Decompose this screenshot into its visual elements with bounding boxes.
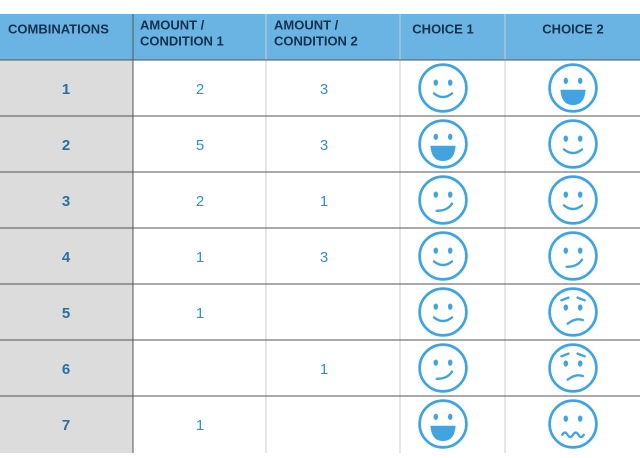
combination-number: 5 <box>62 305 70 322</box>
face-smirk <box>418 175 468 225</box>
column-lines <box>265 14 506 453</box>
face-grin <box>418 119 468 169</box>
combination-number: 6 <box>62 361 70 378</box>
face-smirk <box>418 343 468 393</box>
header-cell: COMBINATIONS <box>8 21 109 36</box>
amount-cell: 5 <box>196 137 204 154</box>
header-cell: CONDITION 2 <box>274 33 358 48</box>
amount-cell: 1 <box>320 361 328 378</box>
combination-number: 2 <box>62 137 70 154</box>
face-smile <box>418 231 468 281</box>
amount-cell: 1 <box>196 305 204 322</box>
face-smile <box>548 175 598 225</box>
amount-cell: 2 <box>196 81 204 98</box>
faces <box>418 63 598 449</box>
amount-cell: 3 <box>320 249 328 266</box>
amount-cell: 1 <box>320 193 328 210</box>
amount-cell: 3 <box>320 137 328 154</box>
header-cell: CONDITION 1 <box>140 33 224 48</box>
amount-cell: 1 <box>196 417 204 434</box>
face-smile <box>418 287 468 337</box>
face-smile <box>548 119 598 169</box>
amount-cell: 1 <box>196 249 204 266</box>
header-cell: CHOICE 1 <box>412 21 473 36</box>
face-confused <box>548 343 598 393</box>
header-cell: CHOICE 2 <box>542 21 603 36</box>
header-cell: AMOUNT / <box>140 17 205 32</box>
face-wavy <box>548 399 598 449</box>
face-grin <box>418 399 468 449</box>
face-smile <box>418 63 468 113</box>
face-confused <box>548 287 598 337</box>
row-lines <box>0 59 640 397</box>
combination-number: 7 <box>62 417 70 434</box>
combination-number: 4 <box>62 249 71 266</box>
header-bg <box>0 14 640 60</box>
amount-cell: 3 <box>320 81 328 98</box>
first-column-bg <box>0 60 133 453</box>
amount-cell: 2 <box>196 193 204 210</box>
face-grin <box>548 63 598 113</box>
combination-number: 1 <box>62 81 70 98</box>
combination-number: 3 <box>62 193 70 210</box>
face-smirk <box>548 231 598 281</box>
header-cell: AMOUNT / <box>274 17 339 32</box>
